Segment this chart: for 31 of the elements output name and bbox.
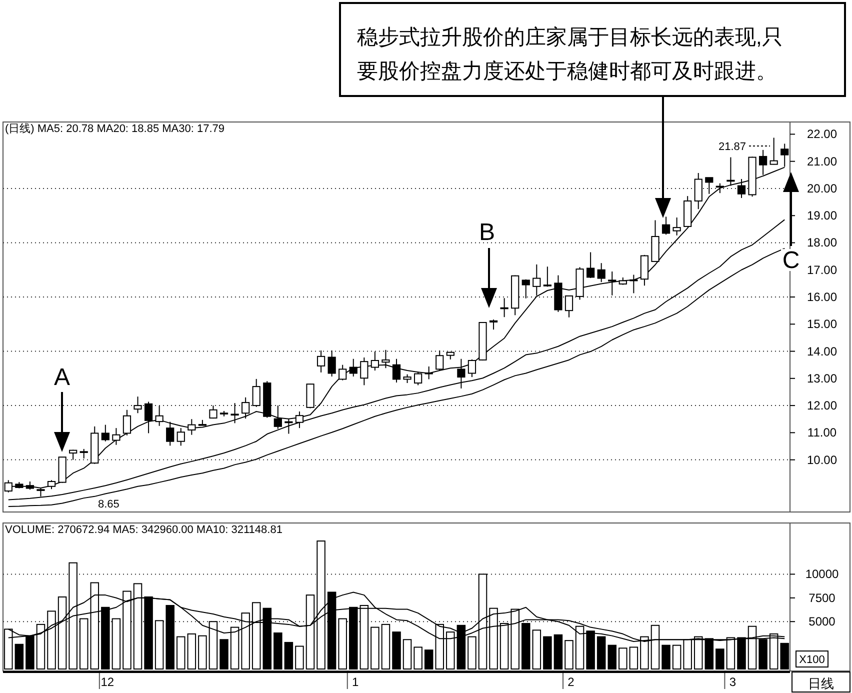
annotation: 日线 (808, 676, 834, 691)
ytick: 20.00 (806, 181, 838, 196)
ytick: 14.00 (806, 344, 838, 358)
ytick: 22.00 (806, 127, 838, 142)
ytick: 17.00 (806, 262, 838, 277)
title: (日线) MA5: 20.78 MA20: 18.85 MA30: 17.79 (5, 123, 225, 135)
ytick: 19.00 (806, 208, 838, 223)
xtick: 2 (568, 675, 574, 689)
ylabel: X100 (799, 654, 825, 666)
annotation: 要股价控盘力度还处于稳健时都可及时跟进。 (357, 60, 777, 83)
title: VOLUME: 270672.94 MA5: 342960.00 MA10: 321148.81 (5, 524, 282, 536)
ytick: 15.00 (806, 317, 838, 332)
ytick: 21.00 (806, 154, 838, 168)
annotation: C (782, 247, 800, 274)
xtick: 1 (352, 675, 359, 689)
ytick: 13.00 (806, 371, 838, 386)
annotation: B (479, 219, 495, 246)
ytick: 18.00 (806, 236, 838, 250)
ytick: 16.00 (806, 290, 838, 304)
ytick: 12.00 (806, 398, 838, 413)
xtick: 12 (100, 675, 114, 689)
ytick: 5000 (808, 614, 836, 629)
ytick: 7500 (808, 590, 836, 605)
annotation: 稳步式拉升股价的庄家属于目标长远的表现,只 (357, 26, 783, 49)
xtick: 3 (729, 675, 736, 689)
annotation: A (54, 364, 70, 391)
ytick: 10.00 (806, 452, 838, 467)
annotation: 21.87 (718, 141, 746, 153)
ytick: 11.00 (807, 426, 837, 440)
annotation: 8.65 (98, 498, 120, 510)
ytick: 10000 (805, 567, 839, 582)
